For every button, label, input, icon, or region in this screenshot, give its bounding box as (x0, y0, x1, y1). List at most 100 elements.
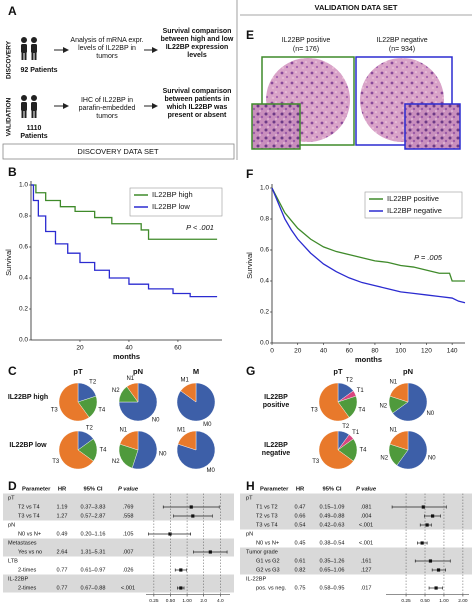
pie-slice-label: T1 (357, 388, 365, 394)
legend-box (129, 187, 223, 217)
table-header: 95% CI (322, 487, 341, 493)
pie-slice-label: N1 (119, 427, 127, 433)
y-tick-label: 0.2 (19, 306, 28, 313)
group-shading (3, 574, 234, 593)
table-header: 95% CI (83, 487, 102, 493)
row-label: G1 vs G2 (256, 558, 280, 564)
hr-point (208, 550, 212, 554)
x-tick-label: 2.0 (200, 598, 207, 604)
pie-slice-label: M0 (207, 468, 216, 474)
x-tick-label: 20 (294, 348, 302, 355)
row-label: T1 vs T2 (256, 504, 278, 510)
pie-slice-label: N0 (428, 455, 436, 461)
workflow-row-label: VALIDATION (6, 97, 13, 136)
image-label: (n= 934) (389, 46, 415, 53)
p-value: .558 (123, 513, 134, 519)
hr-value: 0.82 (295, 567, 306, 573)
x-tick-label: 60 (174, 345, 182, 352)
group-label: Tumor grade (246, 549, 278, 555)
hr-point (428, 559, 433, 563)
p-value: <.001 (359, 522, 373, 528)
ci-value: 0.38–0.54 (320, 540, 345, 546)
pie-slice-label: T2 (346, 377, 354, 383)
pie-slice (389, 430, 409, 451)
group-label: pT (246, 495, 253, 501)
pie-column-header: pN (133, 367, 143, 376)
x-tick-label: 120 (421, 348, 432, 355)
pie-column-header: pT (333, 367, 343, 376)
x-tick-label: 1.00 (182, 598, 192, 604)
hr-value: 0.47 (295, 504, 306, 510)
legend-label: IL22BP high (152, 190, 193, 199)
x-tick-label: 40 (125, 345, 133, 352)
hr-point (168, 532, 172, 536)
x-tick-label: 20 (76, 345, 84, 352)
x-axis-label: months (355, 355, 382, 364)
row-label: T3 vs T4 (18, 513, 40, 519)
ci-value: 0.15–1.09 (320, 504, 345, 510)
pie-slice-label: N1 (389, 379, 397, 385)
pie-slice-label: N2 (379, 403, 387, 409)
x-tick-label: 100 (395, 348, 406, 355)
pie-column-header: pT (73, 367, 83, 376)
x-tick-label: 0.50 (420, 598, 430, 604)
ci-value: 0.37–3.83 (81, 504, 106, 510)
panel-label: H (246, 479, 255, 493)
workflow-row-label: DISCOVERY (6, 40, 13, 79)
survival-curve (271, 187, 465, 282)
p-value-annotation: P < .001 (186, 223, 214, 232)
group-shading (3, 538, 234, 557)
pie-row-label: IL22BP high (7, 394, 49, 401)
row-label: 2-times (18, 567, 37, 573)
pie-slice (126, 382, 139, 403)
survival-curve (31, 184, 218, 240)
header-box (2, 143, 235, 160)
pie-slice (177, 430, 197, 451)
p-value: <.001 (359, 540, 373, 546)
ci-value: 0.57–2.87 (81, 513, 106, 519)
pie-slice (318, 430, 354, 470)
workflow-step: Survival comparison between patients in … (162, 88, 232, 119)
panel-label: C (8, 364, 17, 378)
pie-slice-label: N2 (112, 459, 120, 465)
group-label: pN (246, 531, 253, 537)
ci-value: 0.42–0.63 (320, 522, 345, 528)
pie-slice (318, 382, 350, 422)
patients-icon (21, 95, 37, 118)
group-label: LTB (8, 558, 18, 564)
patients-icon (21, 37, 37, 60)
hr-point (421, 505, 425, 509)
ci-value: 0.58–0.95 (320, 585, 345, 591)
legend-label: IL22BP negative (387, 206, 442, 215)
x-tick-label: 2.00 (458, 598, 468, 604)
y-tick-label: 0.8 (260, 216, 269, 223)
pie-slice-label: T2 (342, 424, 350, 430)
x-tick-label: 0.25 (401, 598, 411, 604)
patient-count: 92 Patients (20, 67, 58, 74)
y-tick-label: 1.0 (19, 182, 28, 189)
image-label: (n= 176) (293, 46, 319, 53)
table-header: P value (118, 487, 139, 493)
legend-label: IL22BP low (152, 202, 190, 211)
p-value: .007 (123, 549, 134, 555)
x-tick-label: 0.50 (166, 598, 176, 604)
pie-slice-label: T2 (89, 379, 97, 385)
hr-value: 0.77 (57, 585, 68, 591)
pie-slice-label: N0 (159, 451, 167, 457)
x-tick-label: 1.00 (439, 598, 449, 604)
panel-label: F (246, 167, 253, 181)
pie-slice (131, 430, 158, 470)
p-value: .161 (361, 558, 372, 564)
hr-point (420, 541, 424, 545)
panel-label: G (246, 364, 255, 378)
pie-row-label: IL22BP positive (262, 394, 290, 409)
group-label: Metastases (8, 540, 37, 546)
hr-value: 2.64 (57, 549, 68, 555)
pie-row-label: IL22BP negative (261, 442, 291, 457)
pie-slice (119, 430, 139, 451)
group-label: pN (8, 522, 15, 528)
pie-slice-label: T4 (359, 448, 367, 454)
p-value: .769 (123, 504, 134, 510)
image-label: IL22BP positive (282, 37, 331, 44)
